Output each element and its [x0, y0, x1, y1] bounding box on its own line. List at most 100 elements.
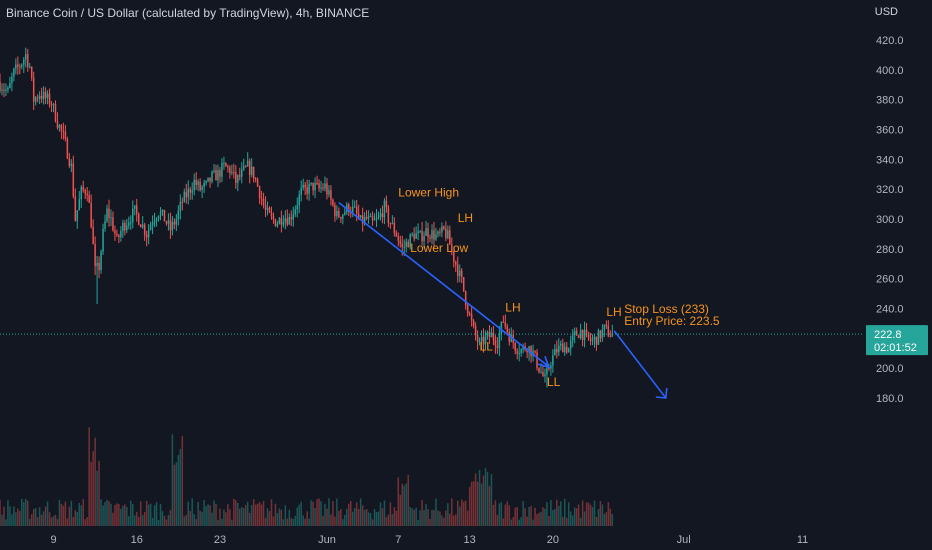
volume-bar	[270, 499, 273, 526]
candle	[195, 172, 197, 191]
volume-bar	[157, 519, 160, 526]
volume-bar	[94, 437, 96, 526]
volume-bar	[86, 517, 88, 526]
candle	[470, 307, 473, 327]
volume-bar	[344, 514, 346, 526]
volume-bar	[486, 472, 489, 526]
volume-bar	[137, 516, 140, 526]
volume-bar	[272, 516, 275, 526]
volume-bar	[82, 499, 84, 526]
volume-bar	[78, 502, 81, 526]
volume-bar	[609, 508, 612, 526]
volume-bar	[431, 509, 433, 526]
volume-bar	[302, 515, 304, 526]
candle	[564, 342, 566, 356]
candle	[498, 326, 501, 357]
candle	[290, 210, 293, 227]
annotation-label: LL	[480, 339, 494, 353]
volume-bar	[419, 510, 421, 526]
volume-bar	[361, 505, 364, 526]
volume-bar	[36, 517, 39, 526]
volume-bar	[577, 504, 580, 526]
volume-bar	[415, 507, 417, 526]
price-tick-label: 380.0	[876, 95, 904, 107]
volume-bar	[357, 509, 360, 526]
volume-bar	[179, 449, 182, 526]
time-axis[interactable]: 9 16 23 Jun 7 13 20 Jul 11	[50, 534, 808, 546]
volume-bar	[585, 502, 588, 526]
candle	[387, 204, 390, 228]
volume-bar	[44, 506, 47, 526]
volume-bar	[124, 504, 126, 526]
candle	[213, 163, 215, 174]
volume-bar	[102, 505, 104, 526]
volume-bar	[518, 519, 520, 526]
volume-bar	[330, 514, 332, 526]
candle	[375, 208, 378, 227]
volume-bar	[181, 435, 184, 526]
candle	[17, 56, 19, 75]
candle	[611, 324, 614, 337]
volume-bar	[383, 500, 386, 526]
candle	[377, 211, 380, 220]
candle	[405, 238, 407, 253]
volume-bar	[403, 485, 405, 526]
volume-bar	[274, 503, 277, 526]
volume-bar	[583, 511, 586, 526]
candle	[445, 221, 447, 242]
volume-bar	[437, 510, 439, 526]
volume-bar	[167, 515, 170, 526]
volume-bar	[363, 509, 366, 526]
candle	[466, 303, 469, 317]
candle	[518, 344, 520, 362]
volume-bar	[367, 512, 370, 526]
candle	[302, 178, 304, 191]
volume-bar	[484, 468, 487, 526]
volume-bar	[92, 451, 94, 526]
currency-label: USD	[874, 6, 898, 18]
trend-line[interactable]	[338, 201, 548, 366]
candle	[371, 211, 374, 226]
candle	[591, 334, 594, 346]
volume-bar	[500, 501, 503, 526]
volume-bar	[21, 498, 23, 526]
candle	[231, 164, 233, 176]
volume-bar	[490, 474, 493, 526]
volume-bar	[229, 509, 231, 526]
volume-bar	[462, 501, 465, 526]
volume-bar	[7, 500, 9, 526]
volume-bar	[54, 514, 57, 526]
candle	[435, 227, 437, 241]
candle	[183, 188, 186, 203]
projection-arrow[interactable]	[613, 330, 667, 399]
volume-bar	[38, 507, 41, 526]
candle	[272, 212, 275, 224]
candle	[60, 124, 63, 139]
volume-bar	[213, 500, 215, 526]
candle	[258, 185, 261, 204]
volume-bar	[520, 517, 522, 526]
volume-bar	[546, 502, 548, 526]
candle	[455, 260, 457, 273]
volume-bar	[544, 508, 546, 526]
candle	[528, 345, 530, 361]
volume-bar	[209, 505, 211, 526]
volume-bar	[211, 512, 213, 526]
drawings	[338, 201, 668, 399]
candle	[369, 213, 372, 217]
volume-bar	[177, 455, 180, 526]
volume-bar	[191, 498, 193, 526]
candle	[480, 330, 483, 350]
volume-bar	[278, 508, 281, 526]
candle	[145, 230, 148, 247]
volume-bar	[286, 518, 289, 526]
candle	[433, 221, 435, 249]
volume-bar	[587, 502, 590, 526]
volume-bar	[379, 502, 382, 526]
volume-bar	[552, 510, 554, 526]
volume-bar	[332, 501, 334, 526]
volume-bar	[268, 511, 271, 526]
volume-bar	[217, 519, 219, 526]
candle	[237, 174, 239, 192]
